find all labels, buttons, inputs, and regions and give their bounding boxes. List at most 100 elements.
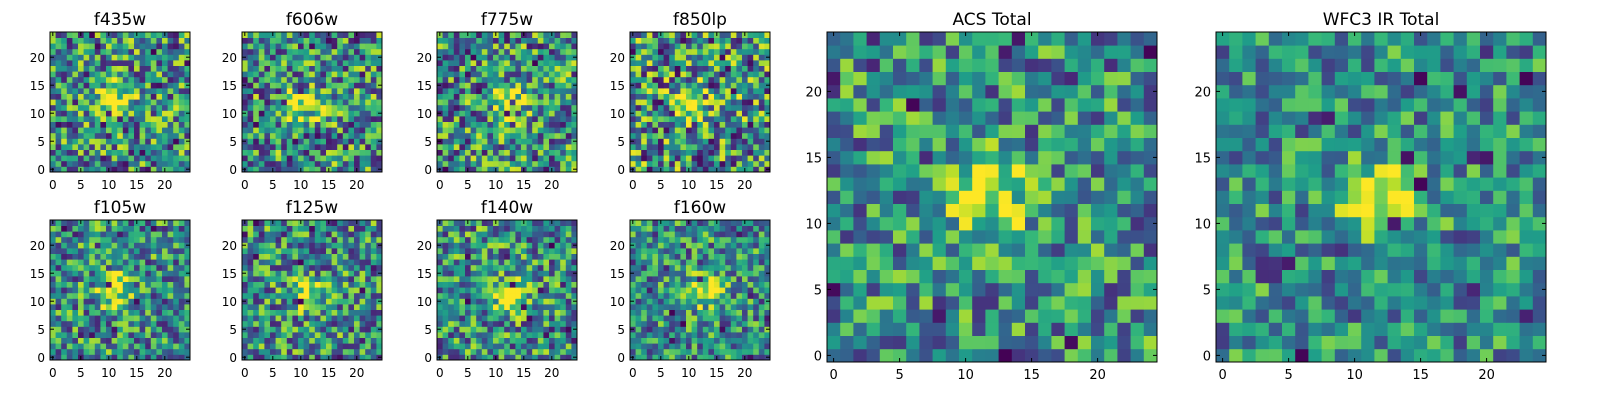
heatmap-cell bbox=[342, 71, 349, 78]
heatmap-cell bbox=[275, 76, 282, 83]
heatmap-cell bbox=[173, 236, 180, 243]
heatmap-cell bbox=[736, 32, 743, 38]
heatmap-cell bbox=[100, 270, 107, 277]
heatmap-cell bbox=[521, 93, 527, 100]
heatmap-cell bbox=[571, 292, 578, 299]
heatmap-cell bbox=[167, 32, 174, 38]
heatmap-cell bbox=[365, 166, 372, 173]
heatmap-cell bbox=[354, 138, 360, 145]
heatmap-cell bbox=[680, 71, 687, 78]
heatmap-cell bbox=[242, 236, 248, 243]
heatmap-cell bbox=[78, 248, 84, 254]
heatmap-cell bbox=[145, 315, 152, 322]
heatmap-cell bbox=[50, 88, 56, 94]
heatmap-cell bbox=[258, 43, 265, 50]
heatmap-cell bbox=[275, 326, 282, 333]
heatmap-cell bbox=[549, 326, 555, 333]
heatmap-cell bbox=[128, 337, 135, 344]
heatmap-cell bbox=[66, 264, 73, 271]
heatmap-cell bbox=[78, 48, 84, 55]
heatmap-cell bbox=[122, 32, 129, 38]
heatmap-cell bbox=[55, 132, 62, 139]
heatmap-cell bbox=[669, 287, 676, 294]
heatmap-cell bbox=[549, 270, 555, 277]
heatmap-cell bbox=[106, 132, 112, 139]
heatmap-cell bbox=[365, 116, 372, 122]
heatmap-cell bbox=[630, 304, 636, 310]
heatmap-cell bbox=[658, 144, 664, 150]
heatmap-cell bbox=[560, 248, 567, 254]
heatmap-cell bbox=[448, 132, 455, 139]
heatmap-cell bbox=[487, 71, 494, 78]
heatmap-cell bbox=[714, 348, 720, 355]
heatmap-cell bbox=[493, 138, 499, 145]
heatmap-cell bbox=[247, 270, 254, 277]
heatmap-cell bbox=[162, 71, 168, 78]
heatmap-cell bbox=[134, 127, 140, 134]
heatmap-cell bbox=[106, 37, 112, 44]
heatmap-cell bbox=[515, 309, 522, 316]
heatmap-cell bbox=[691, 32, 698, 38]
heatmap-cell bbox=[258, 71, 265, 78]
heatmap-cell bbox=[459, 138, 466, 145]
heatmap-cell bbox=[509, 65, 516, 72]
heatmap-cell bbox=[178, 337, 185, 344]
heatmap-cell bbox=[145, 326, 152, 333]
heatmap-cell bbox=[532, 298, 539, 305]
heatmap-cell bbox=[571, 149, 578, 156]
heatmap-cell bbox=[348, 348, 355, 355]
heatmap-cell bbox=[286, 253, 293, 260]
heatmap-cell bbox=[719, 337, 726, 344]
heatmap-cell bbox=[521, 259, 527, 266]
heatmap-cell bbox=[674, 121, 681, 128]
heatmap-cell bbox=[89, 287, 96, 294]
heatmap-cell bbox=[465, 304, 471, 310]
heatmap-cell bbox=[554, 231, 561, 238]
heatmap-cell bbox=[298, 259, 304, 266]
heatmap-cell bbox=[331, 225, 338, 232]
heatmap-cell bbox=[537, 127, 544, 134]
heatmap-cell bbox=[674, 343, 681, 350]
heatmap-cell bbox=[509, 231, 516, 238]
heatmap-cell bbox=[309, 287, 316, 294]
heatmap-cell bbox=[365, 43, 372, 50]
heatmap-cell bbox=[448, 138, 455, 145]
heatmap-cell bbox=[258, 320, 265, 327]
heatmap-cell bbox=[526, 354, 533, 361]
heatmap-cell bbox=[532, 65, 539, 72]
heatmap-cell bbox=[515, 298, 522, 305]
heatmap-cell bbox=[258, 132, 265, 139]
heatmap-cell bbox=[134, 287, 140, 294]
heatmap-cell bbox=[442, 270, 449, 277]
heatmap-cell bbox=[309, 281, 316, 288]
heatmap-cell bbox=[437, 315, 443, 322]
heatmap-cell bbox=[83, 160, 90, 167]
heatmap-cell bbox=[89, 231, 96, 238]
heatmap-cell bbox=[270, 242, 276, 249]
heatmap-cell bbox=[61, 259, 68, 266]
heatmap-cell bbox=[292, 348, 299, 355]
y-tick-label: 0 bbox=[424, 163, 432, 177]
heatmap-cell bbox=[72, 60, 79, 66]
heatmap-cell bbox=[89, 259, 96, 266]
y-tick-label: 10 bbox=[417, 107, 432, 121]
heatmap-cell bbox=[448, 343, 455, 350]
heatmap-cell bbox=[320, 121, 327, 128]
heatmap-cell bbox=[537, 326, 544, 333]
heatmap-cell bbox=[359, 37, 366, 44]
heatmap-cell bbox=[680, 270, 687, 277]
heatmap-cell bbox=[476, 236, 483, 243]
heatmap-cell bbox=[448, 304, 455, 310]
heatmap-cell bbox=[83, 132, 90, 139]
heatmap-cell bbox=[122, 236, 129, 243]
heatmap-cell bbox=[134, 248, 140, 254]
heatmap-cell bbox=[663, 166, 670, 173]
heatmap-cell bbox=[365, 276, 372, 282]
heatmap-cell bbox=[560, 242, 567, 249]
heatmap-cell bbox=[145, 138, 152, 145]
heatmap-cell bbox=[66, 309, 73, 316]
heatmap-cell bbox=[565, 225, 572, 232]
heatmap-cell bbox=[554, 160, 561, 167]
heatmap-cell bbox=[298, 82, 304, 89]
heatmap-cell bbox=[128, 37, 135, 44]
